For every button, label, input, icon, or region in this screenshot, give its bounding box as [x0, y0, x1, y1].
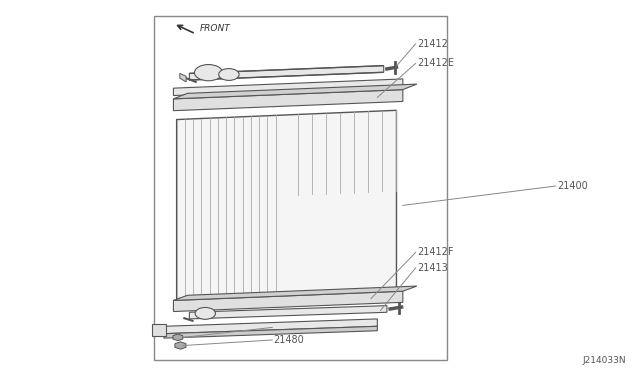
Polygon shape [164, 319, 378, 334]
Polygon shape [152, 324, 166, 336]
Polygon shape [173, 286, 417, 301]
Text: FRONT: FRONT [200, 24, 231, 33]
Polygon shape [177, 110, 396, 299]
Polygon shape [173, 90, 403, 111]
Polygon shape [175, 342, 186, 349]
Text: 21412: 21412 [417, 39, 448, 49]
Polygon shape [173, 79, 403, 96]
Text: J214033N: J214033N [582, 356, 626, 365]
Text: 21480: 21480 [273, 335, 304, 345]
Polygon shape [164, 326, 378, 338]
Bar [154, 16, 447, 359]
Polygon shape [189, 65, 384, 80]
Polygon shape [180, 73, 186, 82]
Polygon shape [189, 306, 387, 319]
Polygon shape [173, 84, 417, 99]
Text: 21480G: 21480G [273, 323, 312, 333]
Text: 21400: 21400 [557, 181, 588, 191]
Circle shape [195, 64, 223, 81]
Circle shape [195, 308, 216, 319]
Circle shape [219, 68, 239, 80]
Text: 21412F: 21412F [417, 247, 453, 257]
Polygon shape [173, 291, 403, 311]
Text: 21412E: 21412E [417, 58, 454, 68]
Polygon shape [173, 334, 183, 341]
Text: 21413: 21413 [417, 263, 447, 273]
